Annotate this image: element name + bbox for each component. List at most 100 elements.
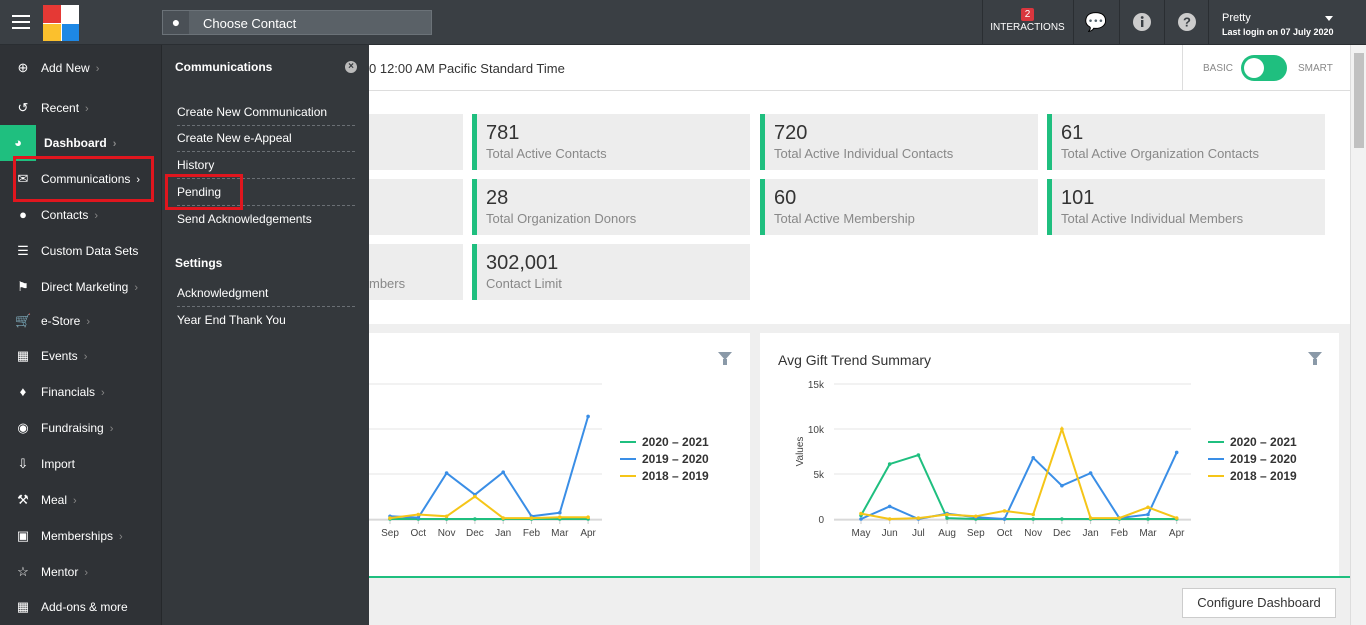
filter-icon[interactable] [1308, 352, 1322, 360]
x-tick-label: May [852, 528, 871, 539]
stat-label: Total Active Contacts [486, 146, 607, 161]
toggle-smart-label: SMART [1298, 63, 1333, 74]
legend-item: 2018 – 2019 [1208, 469, 1297, 486]
sidebar-item-label: Memberships [41, 529, 114, 543]
sidebar-item-add-new[interactable]: ⊕ Add New › [0, 50, 161, 86]
user-menu[interactable]: Pretty Last login on 07 July 2020 [1208, 0, 1348, 45]
x-tick-label: Sep [381, 528, 399, 539]
sidebar-item-e-store[interactable]: 🛒 e-Store › [15, 313, 91, 328]
scrollbar-thumb[interactable] [1354, 53, 1364, 148]
close-icon[interactable]: × [345, 61, 357, 73]
series-line [389, 416, 590, 519]
app-logo[interactable] [43, 5, 79, 41]
submenu-item-send-acknowledgements[interactable]: Send Acknowledgements [177, 212, 312, 226]
stat-card: 302,001 Contact Limit [472, 244, 750, 300]
data-point [1174, 516, 1179, 520]
money-icon: ♦ [19, 384, 27, 399]
y-tick-label: 10k [808, 425, 825, 436]
data-point [945, 512, 949, 517]
sidebar-item-custom-data-sets[interactable]: ☰ Custom Data Sets [0, 233, 161, 269]
interactions-count-badge: 2 [1020, 8, 1035, 21]
sidebar-item-meal[interactable]: ⚒ Meal › [0, 482, 161, 518]
data-point [473, 517, 477, 521]
submenu-item-history[interactable]: History [177, 158, 355, 179]
stat-label: Total Organization Donors [486, 211, 637, 226]
chat-icon[interactable]: 💬 [1073, 0, 1118, 45]
sidebar-item-import[interactable]: ⇩ Import [0, 446, 161, 482]
vertical-scrollbar[interactable] [1350, 45, 1366, 625]
stat-card-hidden [369, 179, 463, 235]
data-point [501, 516, 505, 520]
data-point [945, 516, 949, 520]
legend-label: 2018 – 2019 [642, 469, 709, 483]
basic-smart-toggle[interactable] [1241, 55, 1287, 81]
chart-avg-gift: 15k 10k 5k 0 Values May Jun Jul Aug Sep Oct Nov Dec J… [795, 380, 1191, 539]
stat-value: 781 [486, 122, 520, 144]
submenu-item-pending[interactable]: Pending [177, 185, 355, 206]
highlight-communications [13, 156, 154, 202]
sidebar-item-label: Meal [41, 493, 68, 507]
sidebar-item-mentor[interactable]: ☆ Mentor › [0, 554, 161, 590]
panel-divider [369, 576, 1350, 578]
choose-contact-input[interactable]: ● Choose Contact [162, 10, 432, 35]
submenu-item-create-new-e-appeal[interactable]: Create New e-Appeal [177, 131, 355, 152]
top-bar: ● Choose Contact 2 INTERACTIONS 💬 ? Pret… [0, 0, 1366, 45]
sidebar-item-recent[interactable]: ↺ Recent › [0, 90, 161, 126]
choose-contact-placeholder: Choose Contact [203, 16, 297, 31]
legend-item: 2020 – 2021 [1208, 435, 1297, 452]
data-point [916, 516, 921, 520]
x-tick-label: Feb [523, 528, 541, 539]
communications-submenu: Communications × Create New Communicatio… [161, 45, 369, 625]
help-icon[interactable]: ? [1164, 0, 1209, 45]
grid-icon: ▦ [16, 599, 30, 614]
legend-item: 2019 – 2020 [1208, 452, 1297, 469]
sidebar-item-label: Contacts [41, 208, 89, 222]
stat-card: 28 Total Organization Donors [472, 179, 750, 235]
sidebar-item-label: Fundraising [41, 421, 104, 435]
chart-title: Avg Gift Trend Summary [778, 352, 932, 368]
stat-label: Total Active Individual Members [1061, 211, 1244, 226]
x-tick-label: Jul [912, 528, 925, 539]
configure-dashboard-button[interactable]: Configure Dashboard [1182, 588, 1336, 618]
stat-card: 61 Total Active Organization Contacts [1047, 114, 1325, 170]
settings-heading: Settings [175, 256, 223, 270]
sidebar-item-label: Import [41, 457, 76, 471]
sidebar-item-add-ons[interactable]: ▦ Add-ons & more [0, 589, 161, 625]
stat-card-partial: mbers [369, 244, 463, 300]
submenu-item-year-end-thank-you[interactable]: Year End Thank You [177, 313, 286, 327]
sidebar-item-dashboard[interactable]: ◕ Dashboard › [0, 125, 161, 161]
interactions-button[interactable]: 2 INTERACTIONS [982, 0, 1072, 45]
history-icon: ↺ [17, 100, 29, 115]
sidebar-item-financials[interactable]: ♦ Financials › [0, 374, 161, 410]
svg-text:?: ? [1183, 15, 1191, 30]
sidebar-item-label: Events [41, 349, 78, 363]
hamburger-menu-icon[interactable] [12, 15, 30, 29]
data-point [1031, 512, 1035, 517]
sidebar-item-fundraising[interactable]: ◉ Fundraising › [0, 410, 161, 446]
sidebar-item-memberships[interactable]: ▣ Memberships › [16, 528, 123, 543]
submenu-item-acknowledgment[interactable]: Acknowledgment [177, 286, 355, 307]
submenu-item-create-new-communication[interactable]: Create New Communication [177, 105, 355, 126]
sidebar-item-contacts[interactable]: ● Contacts › [0, 197, 161, 233]
chart-legend: 2020 – 2021 2019 – 2020 2018 – 2019 [1208, 435, 1297, 486]
data-point [916, 453, 921, 457]
view-toggle: BASIC SMART [1182, 45, 1350, 91]
sidebar-item-events[interactable]: ▦ Events › [16, 348, 88, 363]
sidebar-item-direct-marketing[interactable]: ⚑ Direct Marketing › [0, 269, 161, 305]
data-point [887, 462, 892, 466]
user-name: Pretty [1222, 12, 1251, 24]
legend-label: 2019 – 2020 [1230, 452, 1297, 466]
x-tick-label: Nov [438, 528, 456, 539]
sidebar-item-label: Custom Data Sets [41, 244, 139, 258]
chart-left: Sep Oct Nov Dec Jan Feb Mar Apr [369, 383, 602, 539]
x-tick-label: Feb [1111, 528, 1129, 539]
x-tick-label: Oct [411, 528, 427, 539]
filter-icon[interactable] [718, 352, 732, 360]
series-line [860, 425, 1178, 521]
x-tick-label: Jan [1083, 528, 1099, 539]
info-icon[interactable] [1119, 0, 1164, 45]
mentor-icon: ☆ [17, 564, 29, 579]
sidebar-item-communications[interactable]: ✉ Communications › [0, 161, 161, 197]
series-line [860, 451, 1178, 521]
stat-card: 781 Total Active Contacts [472, 114, 750, 170]
